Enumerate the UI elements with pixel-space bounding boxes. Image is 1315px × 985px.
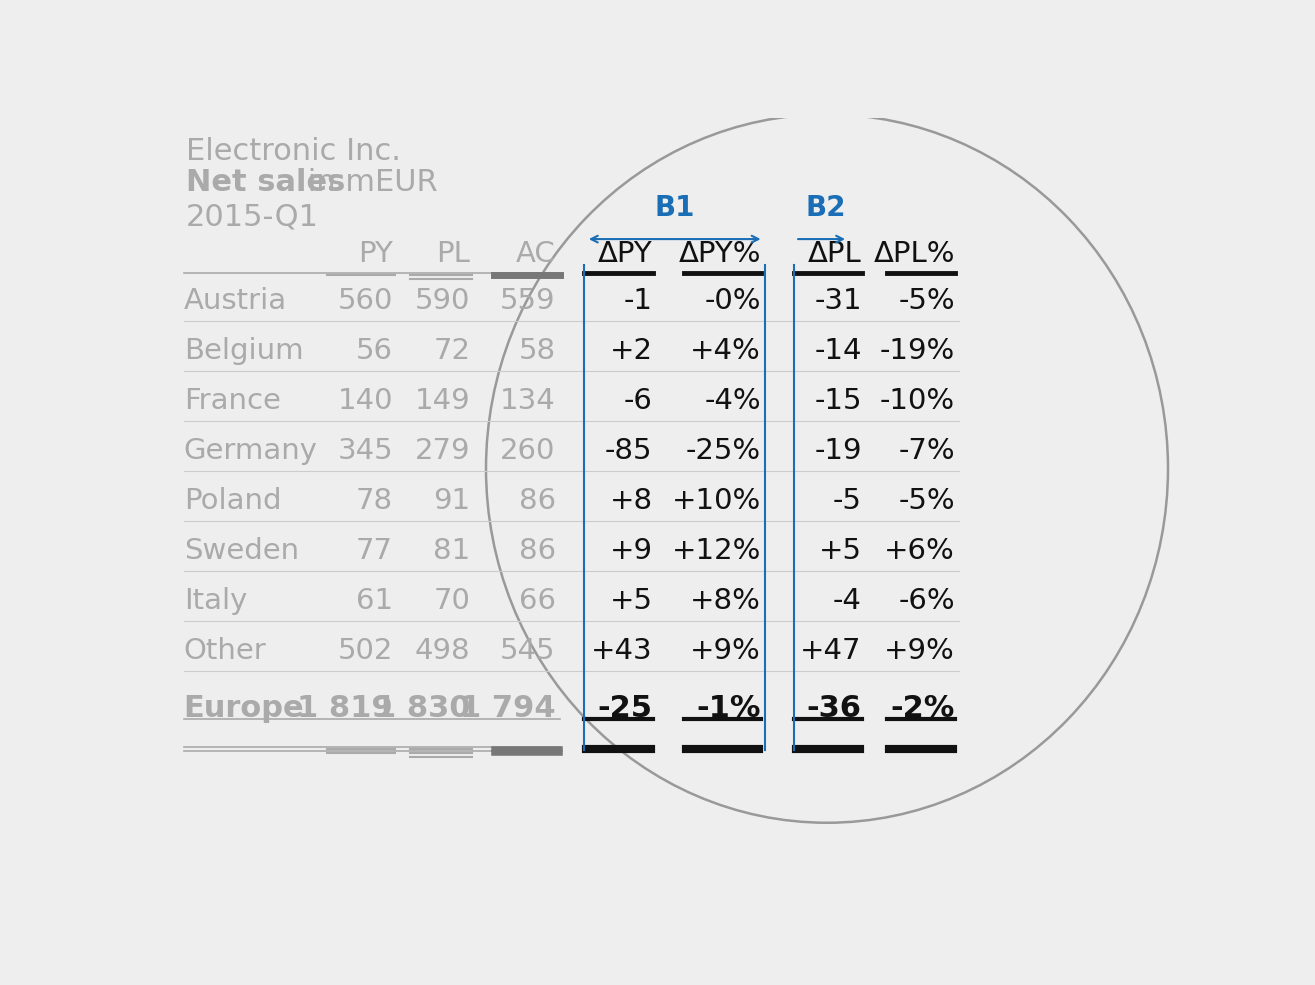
Text: Sweden: Sweden (184, 537, 299, 564)
Text: 86: 86 (518, 487, 556, 515)
Text: -10%: -10% (880, 387, 955, 415)
Text: -7%: -7% (898, 436, 955, 465)
Text: 81: 81 (433, 537, 471, 564)
Text: -14: -14 (814, 337, 861, 364)
Text: -4: -4 (832, 587, 861, 615)
Text: 77: 77 (356, 537, 393, 564)
Text: -4%: -4% (705, 387, 761, 415)
Text: 56: 56 (356, 337, 393, 364)
Text: +9: +9 (610, 537, 652, 564)
Text: Poland: Poland (184, 487, 281, 515)
Text: -25%: -25% (686, 436, 761, 465)
Text: +8%: +8% (690, 587, 761, 615)
Text: PY: PY (358, 240, 393, 268)
Text: 78: 78 (356, 487, 393, 515)
Text: ΔPL%: ΔPL% (873, 240, 955, 268)
Text: -15: -15 (814, 387, 861, 415)
Text: +9%: +9% (884, 637, 955, 665)
Text: 61: 61 (356, 587, 393, 615)
Text: Austria: Austria (184, 287, 287, 314)
Text: 502: 502 (338, 637, 393, 665)
Text: AC: AC (515, 240, 556, 268)
Text: -6%: -6% (898, 587, 955, 615)
Text: -5%: -5% (898, 487, 955, 515)
Text: -36: -36 (807, 693, 861, 723)
Text: -85: -85 (605, 436, 652, 465)
Text: +6%: +6% (884, 537, 955, 564)
Text: Belgium: Belgium (184, 337, 304, 364)
Text: Italy: Italy (184, 587, 247, 615)
Text: 545: 545 (500, 637, 556, 665)
Text: Europe: Europe (184, 693, 304, 723)
Text: 91: 91 (434, 487, 471, 515)
Text: Germany: Germany (184, 436, 318, 465)
Text: -19: -19 (814, 436, 861, 465)
Text: +43: +43 (590, 637, 652, 665)
Text: Electronic Inc.: Electronic Inc. (187, 138, 401, 166)
Text: -5%: -5% (898, 287, 955, 314)
Text: +12%: +12% (672, 537, 761, 564)
Text: +10%: +10% (672, 487, 761, 515)
Text: ΔPY%: ΔPY% (679, 240, 761, 268)
Text: +8: +8 (609, 487, 652, 515)
Text: -31: -31 (814, 287, 861, 314)
Text: in mEUR: in mEUR (299, 168, 438, 197)
Text: ΔPY: ΔPY (598, 240, 652, 268)
Text: Other: Other (184, 637, 267, 665)
Text: 260: 260 (501, 436, 556, 465)
Text: +47: +47 (801, 637, 861, 665)
Text: ΔPL: ΔPL (809, 240, 861, 268)
Text: France: France (184, 387, 280, 415)
Text: Net sales: Net sales (187, 168, 346, 197)
Text: -2%: -2% (890, 693, 955, 723)
Text: 590: 590 (416, 287, 471, 314)
Text: +4%: +4% (690, 337, 761, 364)
Text: +9%: +9% (690, 637, 761, 665)
Text: -0%: -0% (705, 287, 761, 314)
Text: 140: 140 (338, 387, 393, 415)
Text: 1 794: 1 794 (460, 693, 556, 723)
Text: -25: -25 (597, 693, 652, 723)
Text: -1: -1 (623, 287, 652, 314)
Text: 72: 72 (434, 337, 471, 364)
Text: 1 819: 1 819 (297, 693, 393, 723)
Text: -19%: -19% (880, 337, 955, 364)
Text: 2015-Q1: 2015-Q1 (187, 202, 320, 231)
Text: -6: -6 (623, 387, 652, 415)
Text: 498: 498 (414, 637, 471, 665)
Text: 66: 66 (518, 587, 556, 615)
Text: 149: 149 (414, 387, 471, 415)
Text: B2: B2 (805, 194, 846, 223)
Text: PL: PL (437, 240, 471, 268)
Text: 86: 86 (518, 537, 556, 564)
Text: +2: +2 (610, 337, 652, 364)
Text: +5: +5 (610, 587, 652, 615)
Text: 134: 134 (500, 387, 556, 415)
Text: 560: 560 (338, 287, 393, 314)
Text: 345: 345 (338, 436, 393, 465)
Text: 58: 58 (518, 337, 556, 364)
Text: 279: 279 (416, 436, 471, 465)
Text: +5: +5 (819, 537, 861, 564)
Text: 1 830: 1 830 (375, 693, 471, 723)
Text: -5: -5 (832, 487, 861, 515)
Text: 559: 559 (500, 287, 556, 314)
Text: -1%: -1% (697, 693, 761, 723)
Text: B1: B1 (655, 194, 694, 223)
Text: 70: 70 (434, 587, 471, 615)
